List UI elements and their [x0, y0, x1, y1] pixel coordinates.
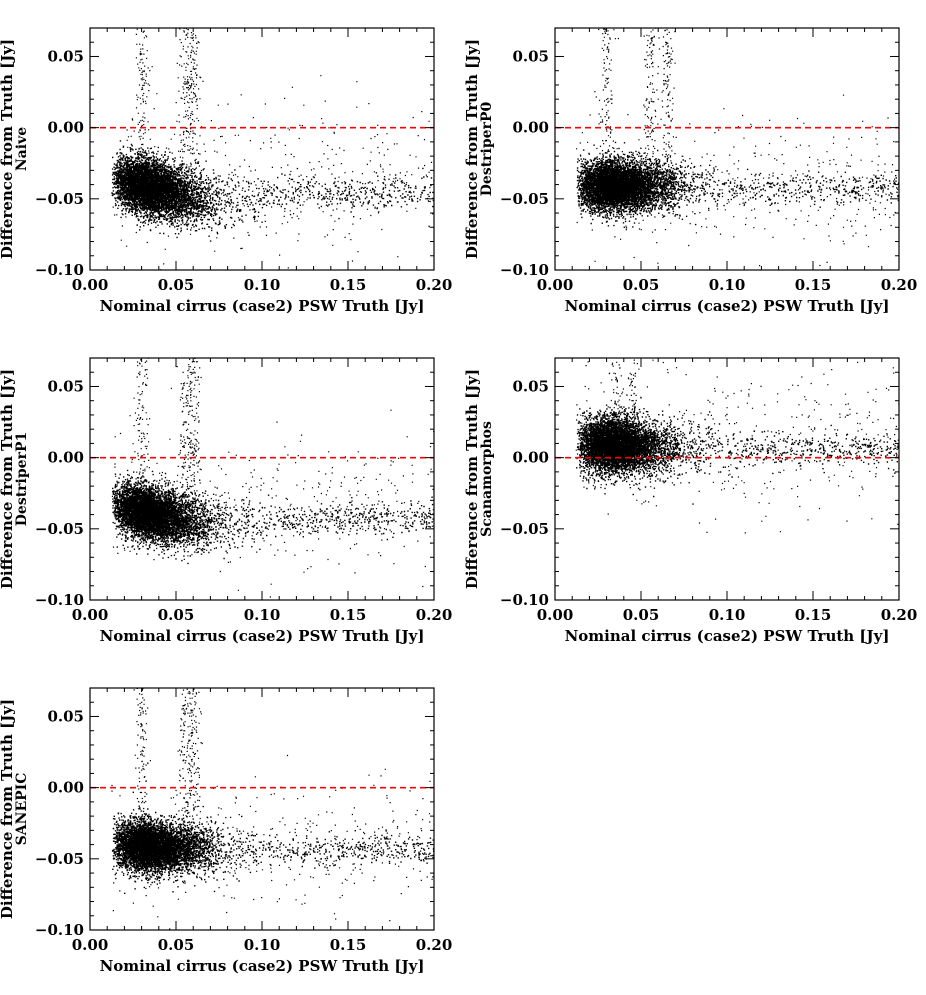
- scatter-points: [575, 358, 899, 534]
- y-tick-label: 0.05: [47, 377, 84, 395]
- x-tick-label: 0.00: [72, 276, 109, 294]
- x-tick-label: 0.00: [537, 606, 574, 624]
- x-tick-label: 0.20: [416, 606, 453, 624]
- x-tick-label: 0.05: [158, 936, 195, 954]
- scatter-points: [111, 358, 434, 598]
- x-tick-label: 0.10: [709, 276, 746, 294]
- scatter-markers: [111, 28, 434, 270]
- panel-sanepic: 0.00 0.05 0.10 0.15 0.20 −0.10 −0.05 0.00 0.05 No…: [0, 687, 453, 975]
- x-tick-label: 0.10: [244, 936, 281, 954]
- x-tick-label: 0.05: [623, 276, 660, 294]
- plot-frame: [554, 27, 900, 271]
- plot-frame: [89, 27, 435, 271]
- scatter-markers: [111, 688, 434, 930]
- x-axis-title: Nominal cirrus (case2) PSW Truth [Jy]: [100, 297, 425, 315]
- y-tick-label: 0.00: [47, 119, 84, 137]
- y-axis-method-label: Naive: [14, 127, 30, 171]
- y-tick-label: −0.10: [500, 261, 549, 279]
- x-tick-label: 0.05: [158, 606, 195, 624]
- y-tick-label: 0.00: [512, 449, 549, 467]
- y-axis-title: Difference from Truth [Jy]: [0, 369, 16, 589]
- y-axis-method-label: DestriperP0: [479, 102, 495, 197]
- x-tick-label: 0.15: [330, 606, 367, 624]
- y-axis-method-label: Scanamorphos: [479, 421, 495, 537]
- y-tick-label: −0.10: [35, 261, 84, 279]
- y-tick-label: −0.05: [35, 190, 84, 208]
- scatter-markers: [576, 28, 899, 267]
- y-tick-label: −0.05: [500, 190, 549, 208]
- x-tick-label: 0.15: [795, 606, 832, 624]
- y-axis-title: Difference from Truth [Jy]: [463, 369, 481, 589]
- x-tick-label: 0.15: [795, 276, 832, 294]
- y-tick-label: 0.05: [47, 47, 84, 65]
- panel-naive: 0.00 0.05 0.10 0.15 0.20 −0.10 −0.05 0.00 0.05 No…: [0, 27, 453, 315]
- scatter-markers: [575, 358, 899, 534]
- x-tick-label: 0.05: [158, 276, 195, 294]
- x-axis-title: Nominal cirrus (case2) PSW Truth [Jy]: [565, 297, 890, 315]
- panel-destriperp0: 0.00 0.05 0.10 0.15 0.20 −0.10 −0.05 0.00 0.05 No…: [463, 27, 918, 315]
- y-tick-label: 0.05: [47, 707, 84, 725]
- y-axis-title: Difference from Truth [Jy]: [0, 699, 16, 919]
- x-tick-label: 0.15: [330, 936, 367, 954]
- y-tick-label: 0.00: [47, 779, 84, 797]
- x-axis-title: Nominal cirrus (case2) PSW Truth [Jy]: [100, 627, 425, 645]
- y-tick-label: −0.05: [35, 520, 84, 538]
- y-tick-label: −0.10: [500, 591, 549, 609]
- x-tick-label: 0.20: [416, 936, 453, 954]
- x-axis-title: Nominal cirrus (case2) PSW Truth [Jy]: [100, 957, 425, 975]
- y-tick-label: 0.05: [512, 377, 549, 395]
- x-tick-label: 0.15: [330, 276, 367, 294]
- x-tick-label: 0.10: [709, 606, 746, 624]
- y-tick-label: −0.05: [35, 850, 84, 868]
- scatter-markers: [111, 358, 434, 598]
- x-tick-label: 0.00: [537, 276, 574, 294]
- x-tick-label: 0.20: [881, 276, 918, 294]
- x-axis-title: Nominal cirrus (case2) PSW Truth [Jy]: [565, 627, 890, 645]
- x-tick-label: 0.20: [881, 606, 918, 624]
- scatter-points: [111, 688, 434, 930]
- y-tick-label: 0.00: [47, 449, 84, 467]
- y-axis-title: Difference from Truth [Jy]: [0, 39, 16, 259]
- y-tick-label: 0.05: [512, 47, 549, 65]
- x-tick-label: 0.00: [72, 936, 109, 954]
- y-axis-title: Difference from Truth [Jy]: [463, 39, 481, 259]
- panel-destriperp1: 0.00 0.05 0.10 0.15 0.20 −0.10 −0.05 0.00 0.05 No…: [0, 357, 453, 645]
- x-tick-label: 0.05: [623, 606, 660, 624]
- y-tick-label: −0.05: [500, 520, 549, 538]
- x-tick-label: 0.10: [244, 606, 281, 624]
- scatter-points: [111, 28, 434, 270]
- y-tick-label: 0.00: [512, 119, 549, 137]
- y-axis-method-label: DestriperP1: [14, 432, 30, 526]
- y-tick-label: −0.10: [35, 591, 84, 609]
- plot-frame: [554, 357, 900, 601]
- panel-scanamorphos: 0.00 0.05 0.10 0.15 0.20 −0.10 −0.05 0.00 0.05 No…: [463, 357, 918, 645]
- x-tick-label: 0.10: [244, 276, 281, 294]
- x-tick-label: 0.20: [416, 276, 453, 294]
- y-axis-method-label: SANEPIC: [14, 773, 30, 846]
- scatter-points: [576, 28, 899, 267]
- x-tick-label: 0.00: [72, 606, 109, 624]
- y-tick-label: −0.10: [35, 921, 84, 939]
